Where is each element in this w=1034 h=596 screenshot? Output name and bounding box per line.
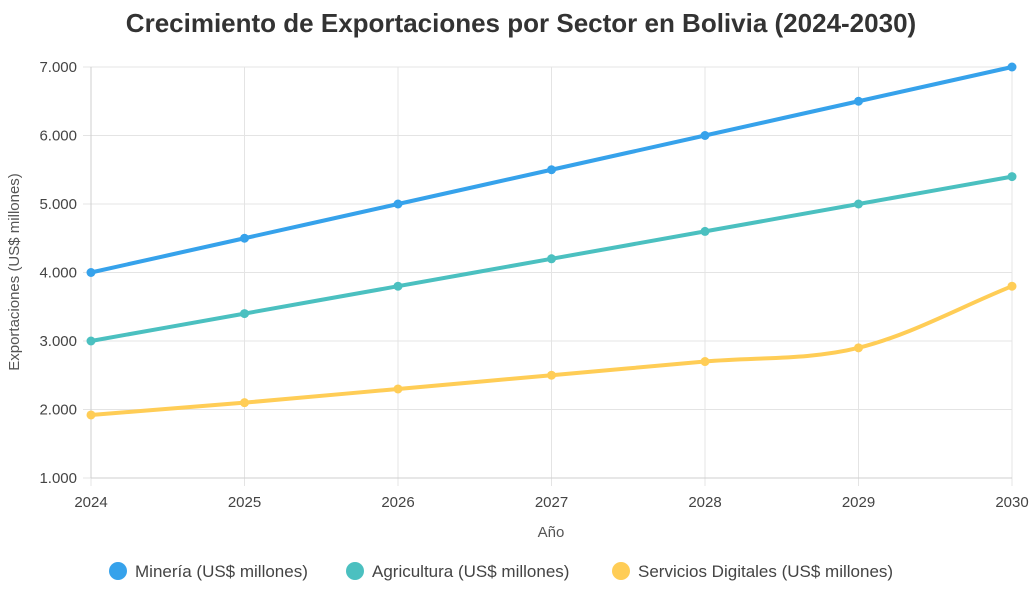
data-point[interactable] (86, 336, 96, 346)
legend: Minería (US$ millones) Agricultura (US$ m… (109, 562, 893, 581)
data-point[interactable] (240, 233, 249, 243)
x-tick-label: 2025 (228, 494, 261, 511)
data-point[interactable] (393, 384, 403, 394)
legend-label: Agricultura (US$ millones) (372, 562, 569, 581)
data-point[interactable] (854, 343, 863, 353)
y-axis-label: Exportaciones (US$ millones) (6, 173, 23, 371)
data-point[interactable] (547, 254, 556, 264)
data-point[interactable] (1007, 281, 1017, 291)
data-point[interactable] (700, 131, 710, 140)
data-point[interactable] (854, 96, 863, 106)
data-point[interactable] (86, 410, 96, 420)
data-point[interactable] (393, 281, 403, 291)
data-point[interactable] (854, 199, 863, 209)
legend-marker (346, 562, 364, 580)
x-tick-label: 2029 (842, 494, 875, 511)
x-tick-label: 2027 (535, 494, 568, 511)
x-axis-ticks: 2024 2025 2026 2027 2028 2029 2030 (74, 494, 1028, 511)
data-point[interactable] (1007, 62, 1017, 72)
y-tick-label: 4.000 (39, 265, 77, 282)
data-point[interactable] (700, 226, 710, 236)
x-tick-label: 2028 (688, 494, 721, 511)
series-0 (86, 62, 1017, 277)
y-tick-label: 6.000 (39, 128, 77, 145)
data-point[interactable] (393, 199, 403, 209)
y-tick-label: 2.000 (39, 402, 77, 419)
x-axis-label: Año (538, 524, 565, 541)
chart-title: Crecimiento de Exportaciones por Sector … (126, 8, 916, 38)
data-point[interactable] (547, 370, 556, 380)
data-point[interactable] (547, 165, 556, 175)
legend-item[interactable]: Agricultura (US$ millones) (346, 562, 569, 581)
y-tick-label: 5.000 (39, 196, 77, 213)
legend-item[interactable]: Minería (US$ millones) (109, 562, 308, 581)
data-point[interactable] (700, 357, 710, 367)
legend-label: Minería (US$ millones) (135, 562, 308, 581)
series-1 (86, 172, 1017, 346)
y-tick-label: 7.000 (39, 59, 77, 76)
data-point[interactable] (240, 309, 249, 319)
y-tick-label: 1.000 (39, 470, 77, 487)
legend-label: Servicios Digitales (US$ millones) (638, 562, 893, 581)
legend-marker (612, 562, 630, 580)
y-axis-ticks: 1.000 2.000 3.000 4.000 5.000 6.000 7.000 (39, 59, 77, 487)
series-2 (86, 281, 1017, 420)
series-lines (86, 62, 1017, 420)
data-point[interactable] (240, 398, 249, 408)
x-tick-label: 2030 (995, 494, 1028, 511)
data-point[interactable] (86, 268, 96, 277)
grid (83, 66, 1013, 486)
legend-item[interactable]: Servicios Digitales (US$ millones) (612, 562, 893, 581)
legend-marker (109, 562, 127, 580)
data-point[interactable] (1007, 172, 1017, 182)
y-tick-label: 3.000 (39, 333, 77, 350)
x-tick-label: 2026 (381, 494, 414, 511)
x-tick-label: 2024 (74, 494, 107, 511)
